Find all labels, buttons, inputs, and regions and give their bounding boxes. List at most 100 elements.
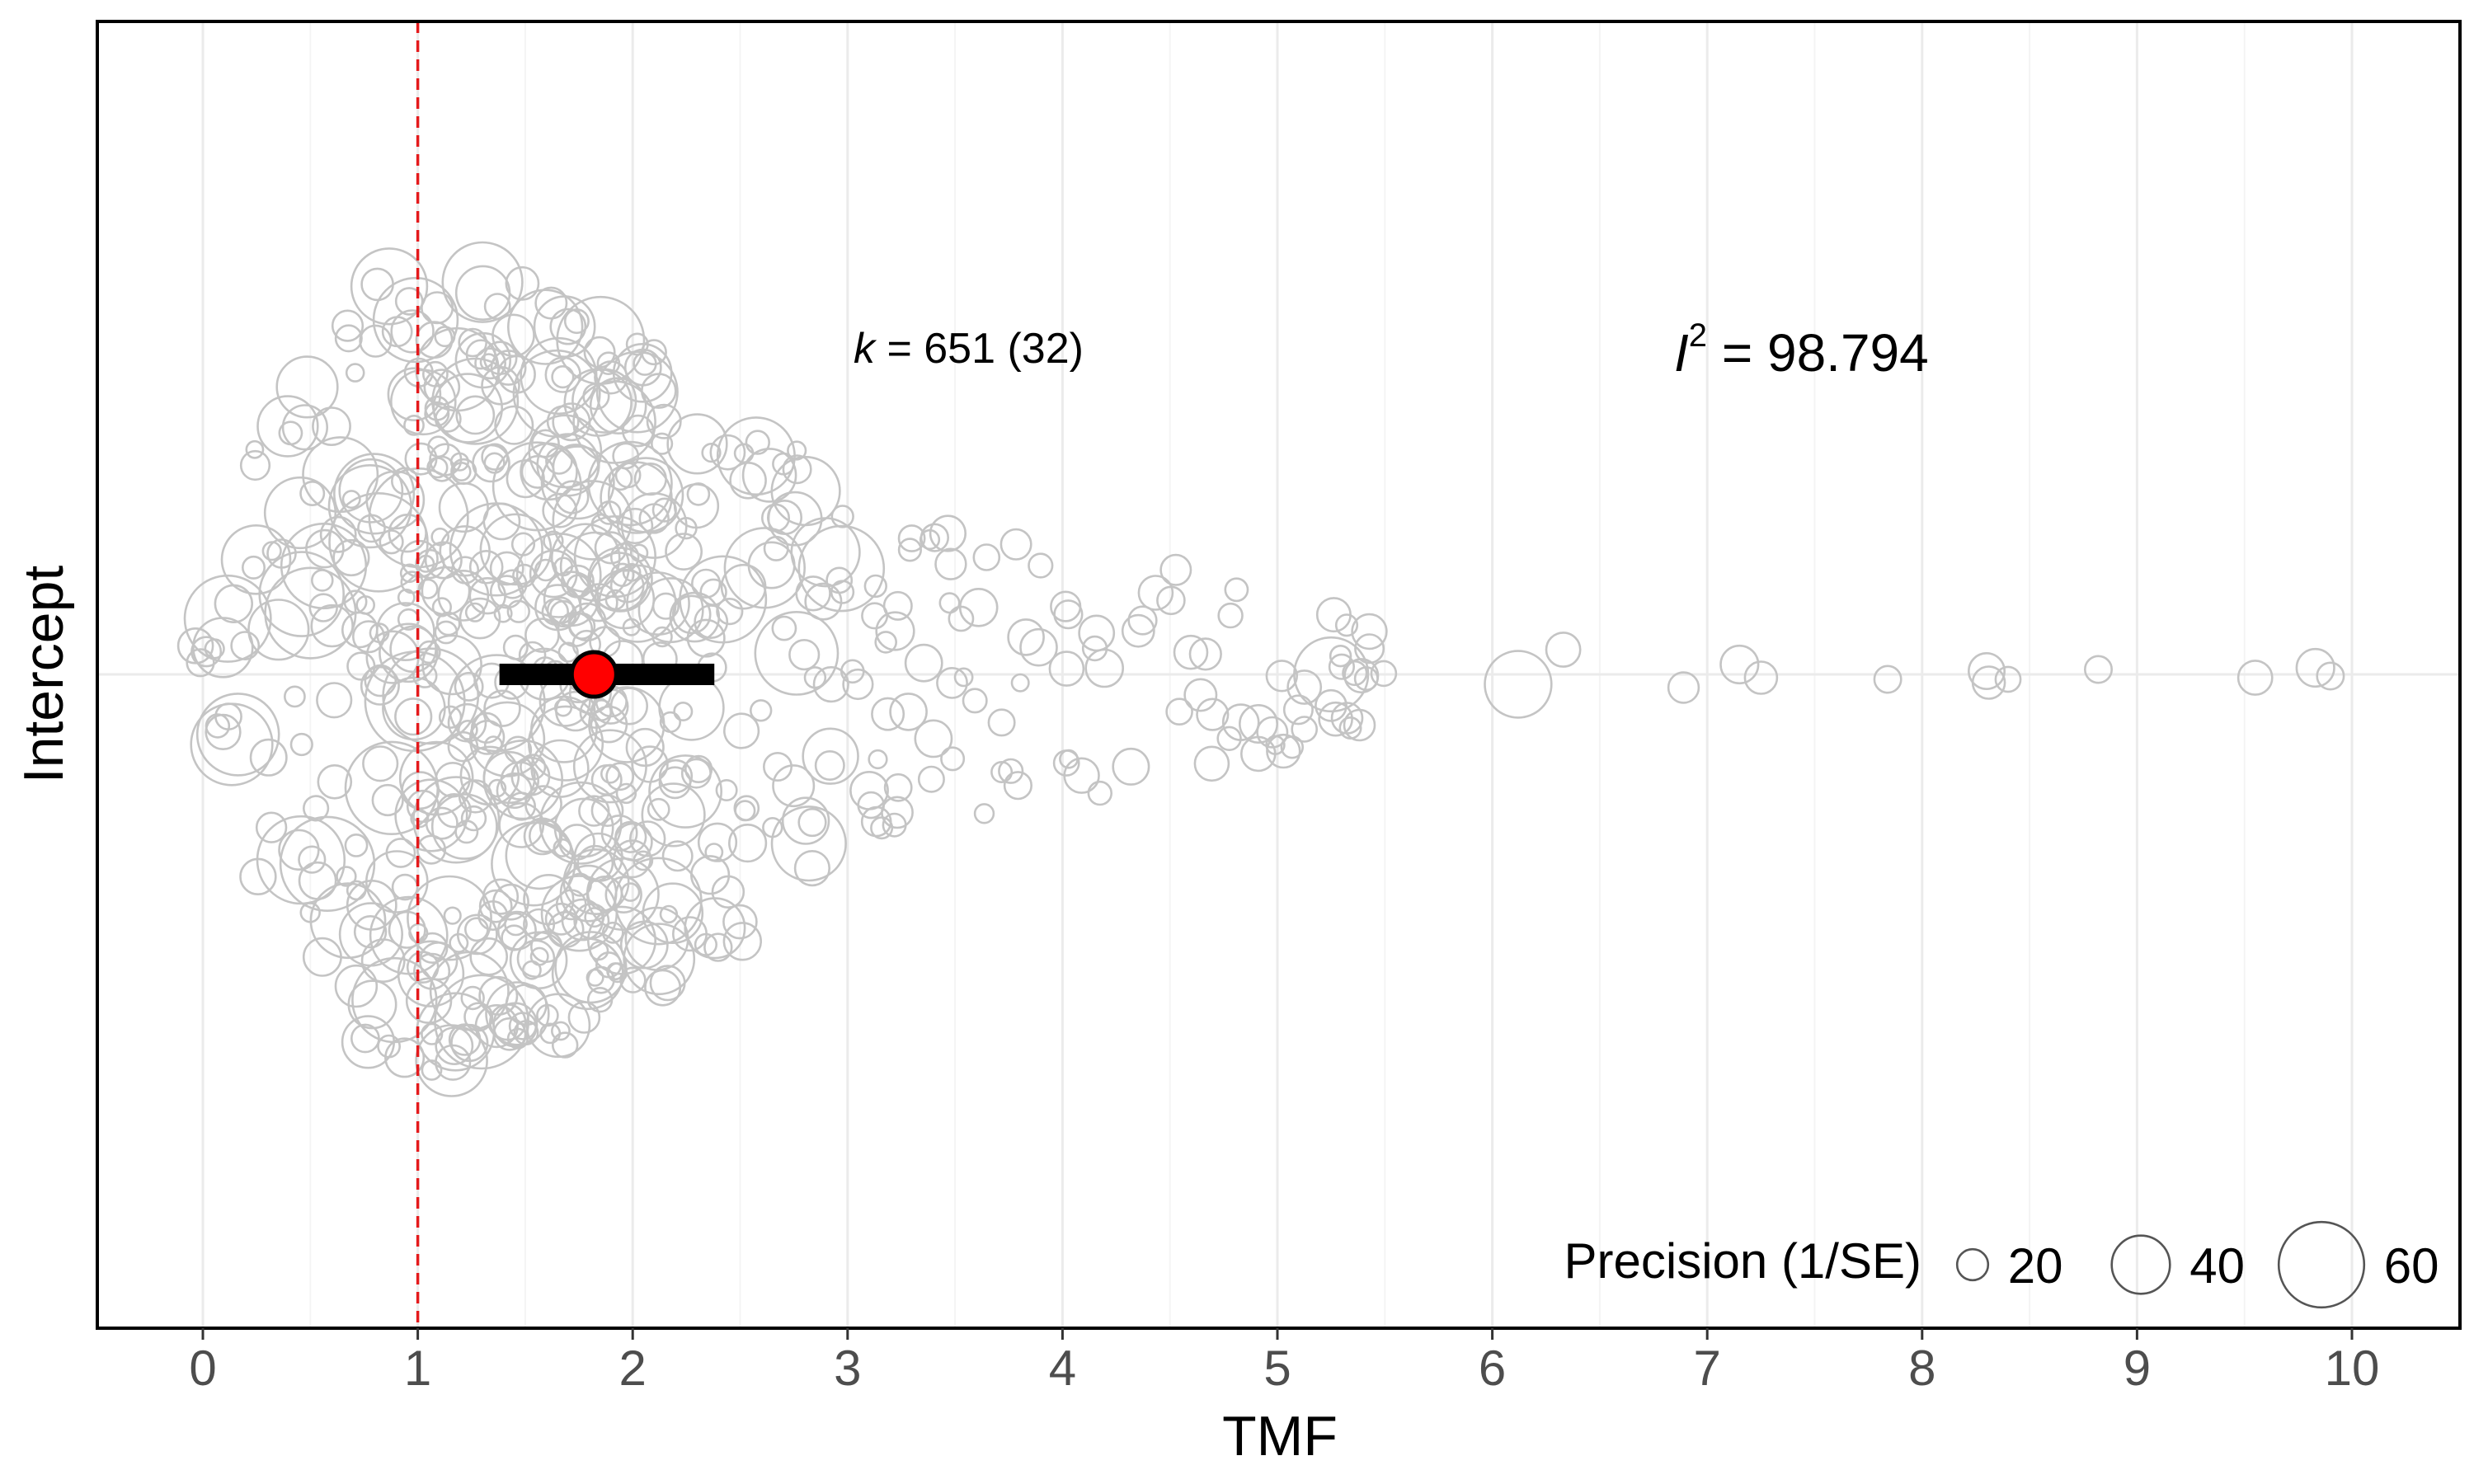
effect-size-point — [1351, 613, 1388, 650]
effect-size-point — [410, 809, 430, 829]
effect-size-point — [1196, 697, 1230, 731]
effect-size-point — [400, 571, 424, 594]
effect-size-point — [596, 351, 621, 376]
effect-size-point — [524, 785, 562, 824]
effect-size-point — [697, 822, 738, 862]
effect-size-point — [421, 566, 471, 616]
effect-size-point — [1342, 660, 1368, 687]
effect-size-point — [563, 308, 590, 335]
effect-size-point — [1719, 644, 1760, 685]
effect-size-point — [1667, 671, 1700, 704]
effect-size-point — [310, 603, 354, 648]
effect-size-point — [263, 476, 337, 550]
effect-size-point — [278, 420, 303, 446]
effect-size-point — [214, 584, 253, 623]
effect-size-point — [334, 964, 379, 1008]
effect-size-point — [594, 531, 628, 565]
effect-size-point — [458, 327, 488, 358]
legend-label: 20 — [2008, 1238, 2063, 1294]
effect-size-point — [344, 740, 440, 835]
effect-size-point — [1188, 637, 1222, 671]
effect-size-point — [289, 732, 313, 757]
effect-size-point — [658, 766, 692, 800]
effect-size-point — [1293, 636, 1370, 713]
effect-size-point — [362, 745, 399, 782]
effect-size-point — [665, 533, 703, 571]
effect-size-point — [359, 324, 393, 358]
legend-circle — [1955, 1247, 1990, 1282]
pooled-estimate — [499, 650, 715, 699]
effect-size-point — [566, 574, 590, 598]
effect-size-point — [616, 507, 654, 545]
effect-size-point — [716, 416, 796, 496]
effect-size-point — [530, 695, 598, 763]
effect-size-point — [555, 480, 590, 514]
effect-size-point — [454, 671, 484, 702]
effect-size-point — [625, 727, 665, 768]
effect-size-point — [609, 687, 649, 726]
effect-size-point — [459, 597, 501, 640]
effect-size-point — [745, 430, 770, 455]
effect-size-point — [797, 807, 827, 838]
effect-size-point — [686, 618, 726, 658]
effect-size-point — [788, 638, 821, 671]
effect-size-point — [245, 439, 265, 459]
legend-label: 60 — [2384, 1238, 2439, 1294]
effect-size-point — [651, 626, 673, 648]
effect-size-point — [504, 912, 528, 937]
effect-size-point — [1343, 708, 1376, 742]
effect-size-point — [549, 308, 587, 345]
effect-size-point — [528, 819, 563, 853]
effect-size-point — [483, 689, 521, 727]
effect-size-point — [336, 866, 357, 887]
y-axis-title: Intercept — [12, 566, 75, 784]
x-tick-label: 4 — [1049, 1341, 1076, 1396]
effect-size-point — [648, 754, 722, 829]
effect-size-point — [190, 702, 274, 787]
effect-size-point — [1084, 648, 1124, 688]
effect-size-point — [1370, 660, 1398, 688]
effect-size-point — [882, 590, 913, 621]
effect-size-point — [422, 360, 449, 387]
effect-size-point — [346, 651, 376, 681]
effect-size-point — [754, 611, 840, 696]
effect-size-point — [729, 461, 767, 500]
effect-size-point — [1216, 726, 1242, 751]
effect-size-point — [686, 482, 711, 506]
effect-size-point — [478, 889, 513, 923]
effect-size-point — [659, 711, 682, 734]
effect-size-point — [762, 751, 793, 782]
effect-size-point — [861, 602, 889, 630]
effect-size-point — [889, 693, 928, 731]
effect-size-point — [620, 882, 641, 902]
effect-size-point — [421, 1059, 443, 1081]
effect-size-point — [279, 815, 376, 913]
effect-size-point — [814, 749, 845, 781]
effect-size-point — [782, 454, 812, 485]
effect-size-point — [183, 574, 272, 663]
effect-size-point — [972, 543, 1001, 571]
effect-size-point — [543, 530, 564, 552]
effect-size-point — [220, 524, 292, 595]
effect-size-point — [1286, 669, 1323, 705]
effect-size-point — [1291, 716, 1318, 743]
effect-size-point — [659, 904, 679, 924]
effect-size-point — [1063, 757, 1100, 794]
effect-size-point — [1994, 665, 2022, 693]
effect-size-point — [506, 459, 545, 499]
effect-size-point — [491, 821, 576, 907]
effect-size-point — [596, 500, 622, 525]
effect-size-point — [275, 355, 339, 419]
effect-size-point — [520, 754, 547, 781]
effect-size-point — [812, 665, 849, 703]
effect-size-point — [469, 720, 506, 755]
grid-layer — [97, 21, 2460, 1328]
effect-size-point — [502, 634, 529, 660]
effect-size-point — [605, 762, 635, 791]
effect-size-point — [474, 347, 507, 380]
x-tick-label: 5 — [1263, 1341, 1291, 1396]
effect-size-point — [680, 758, 712, 789]
effect-size-point — [492, 441, 582, 532]
effect-size-point — [666, 413, 728, 475]
effect-size-point — [1873, 665, 1903, 694]
